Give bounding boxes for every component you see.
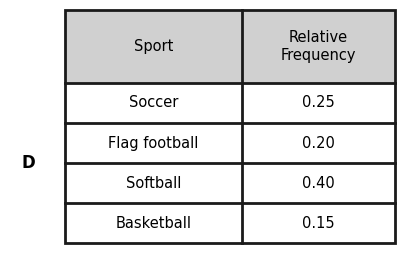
Text: D: D	[22, 154, 35, 172]
Bar	[65, 203, 395, 243]
Text: Basketball: Basketball	[116, 216, 192, 231]
Bar	[65, 83, 395, 123]
Text: 0.25: 0.25	[302, 96, 335, 110]
Bar	[65, 123, 395, 163]
Text: Soccer: Soccer	[129, 96, 178, 110]
Text: Relative
Frequency: Relative Frequency	[281, 30, 356, 63]
Text: Softball: Softball	[126, 176, 182, 191]
Bar	[65, 10, 395, 83]
Text: 0.15: 0.15	[302, 216, 335, 231]
Bar	[65, 10, 395, 243]
Text: 0.20: 0.20	[302, 136, 335, 150]
Text: 0.40: 0.40	[302, 176, 335, 191]
Text: Flag football: Flag football	[108, 136, 199, 150]
Text: Sport: Sport	[134, 39, 173, 54]
Bar	[65, 163, 395, 203]
